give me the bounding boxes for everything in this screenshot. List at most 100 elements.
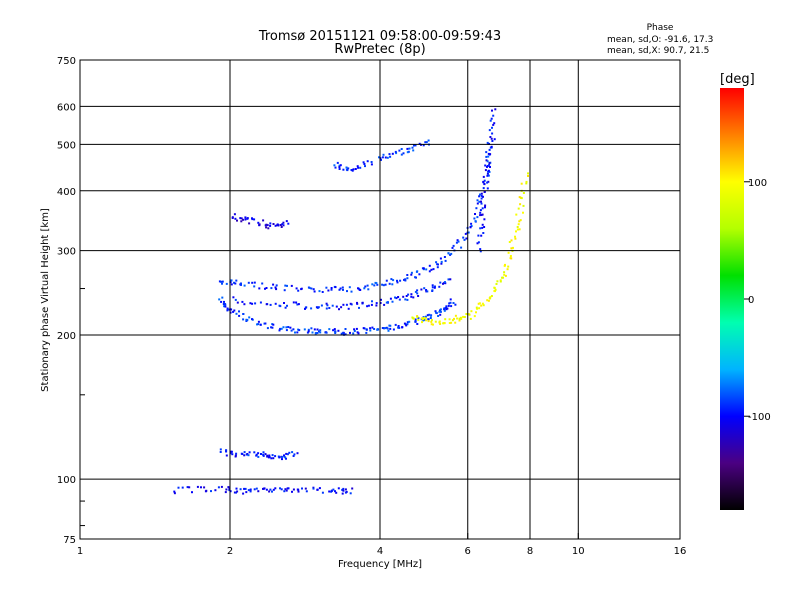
data-point: [439, 281, 442, 284]
data-point: [305, 306, 308, 309]
data-point: [297, 303, 300, 306]
data-point: [382, 284, 385, 287]
data-point: [338, 308, 340, 311]
phase-x-line: mean, sd,X: 90.7, 21.5: [607, 46, 709, 56]
data-point: [413, 144, 415, 147]
data-point: [527, 172, 529, 175]
data-point: [459, 316, 462, 319]
data-point: [480, 202, 483, 205]
data-point: [253, 451, 256, 454]
data-point: [422, 319, 425, 322]
data-point: [478, 195, 481, 198]
data-point: [474, 220, 477, 223]
colorbar-tick-label: 0: [748, 295, 754, 306]
data-point: [426, 290, 429, 293]
data-point: [236, 490, 239, 493]
data-point: [522, 204, 525, 207]
data-point: [492, 123, 495, 126]
data-point: [222, 303, 225, 305]
data-point: [443, 309, 446, 312]
data-point: [352, 168, 355, 171]
data-point: [430, 323, 433, 326]
data-point: [384, 327, 386, 330]
data-point: [518, 220, 521, 223]
data-point: [289, 326, 292, 329]
data-point: [234, 298, 237, 301]
data-point: [370, 161, 373, 163]
data-point: [483, 191, 486, 193]
data-point: [444, 281, 446, 284]
data-point: [384, 283, 387, 286]
data-point: [233, 309, 236, 312]
data-point: [364, 165, 366, 168]
data-point: [406, 321, 409, 324]
data-point: [230, 450, 233, 453]
data-point: [266, 327, 269, 330]
data-point: [422, 317, 424, 320]
x-tick-label: 16: [674, 546, 687, 557]
data-point: [280, 327, 283, 330]
data-point: [383, 303, 386, 306]
data-point: [456, 317, 459, 320]
data-point: [235, 491, 237, 494]
data-point: [478, 200, 481, 203]
data-point: [489, 166, 491, 168]
data-point: [225, 450, 228, 453]
data-point: [411, 146, 414, 149]
data-point: [428, 313, 431, 316]
data-point: [416, 292, 419, 295]
data-point: [308, 286, 311, 289]
data-point: [259, 301, 262, 304]
data-point: [249, 302, 252, 305]
data-point: [451, 319, 454, 322]
data-point: [509, 255, 512, 257]
data-point: [217, 486, 220, 489]
data-point: [264, 322, 267, 325]
data-point: [525, 180, 528, 183]
data-point: [349, 331, 351, 334]
data-point: [242, 218, 244, 221]
grid: [79, 60, 681, 539]
data-point: [402, 152, 405, 155]
data-point: [269, 224, 272, 227]
data-point: [315, 306, 318, 309]
data-point: [397, 325, 400, 327]
data-point: [353, 330, 356, 332]
data-point: [251, 302, 254, 305]
data-point: [333, 328, 336, 331]
data-point: [258, 287, 261, 290]
data-point: [452, 244, 455, 247]
data-point: [230, 283, 233, 286]
data-point: [380, 298, 382, 301]
data-point: [265, 287, 268, 289]
data-point: [479, 211, 482, 214]
data-point: [485, 151, 488, 154]
data-point: [482, 180, 485, 183]
data-point: [337, 487, 340, 490]
data-point: [307, 328, 310, 331]
data-point: [399, 279, 402, 282]
data-point: [480, 234, 483, 237]
data-point: [241, 300, 244, 303]
data-point: [479, 250, 482, 253]
data-point: [425, 319, 428, 322]
data-point: [253, 488, 256, 491]
data-point: [503, 273, 506, 276]
data-point: [366, 284, 369, 287]
data-point: [447, 278, 450, 281]
data-point: [349, 302, 352, 305]
data-point: [351, 169, 354, 172]
data-point: [417, 318, 420, 321]
y-tick-labels: 75 100 200 300 400 500 600 750: [57, 56, 76, 546]
data-point: [503, 271, 506, 274]
data-point: [280, 226, 283, 228]
data-point: [400, 148, 403, 150]
data-point: [439, 313, 442, 316]
data-point: [271, 490, 273, 493]
data-point: [417, 317, 420, 320]
data-point: [272, 223, 275, 225]
data-point: [221, 280, 224, 283]
data-point: [328, 307, 331, 309]
data-point: [428, 264, 431, 267]
data-point: [356, 165, 359, 168]
